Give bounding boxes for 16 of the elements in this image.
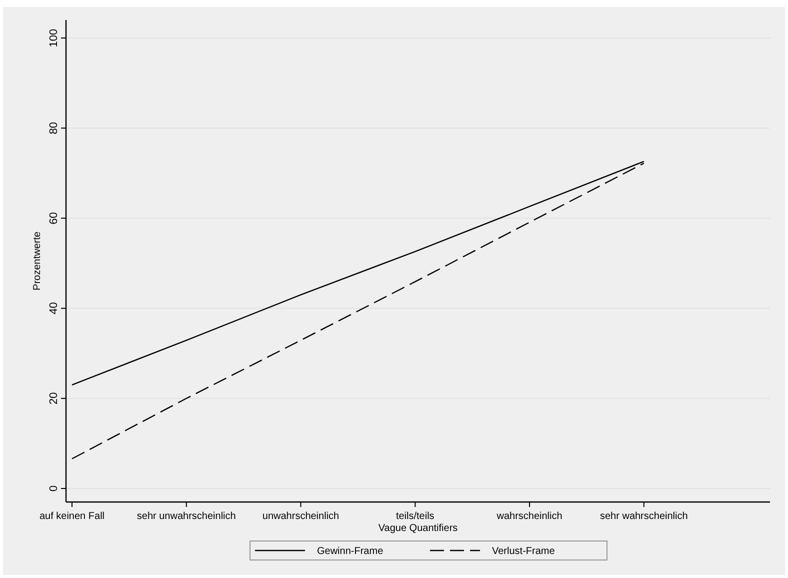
y-tick-label: 40 xyxy=(48,302,60,314)
legend-label: Gewinn-Frame xyxy=(317,546,384,557)
x-axis-title: Vague Quantifiers xyxy=(378,523,458,534)
x-tick-label: sehr wahrscheinlich xyxy=(600,511,688,522)
x-tick-label: wahrscheinlich xyxy=(496,511,562,522)
y-tick-label: 80 xyxy=(48,122,60,134)
x-tick-label: sehr unwahrscheinlich xyxy=(136,511,236,522)
x-tick-label: unwahrscheinlich xyxy=(262,511,340,522)
y-tick-label: 0 xyxy=(48,485,60,492)
y-tick-label: 20 xyxy=(48,392,60,405)
y-tick-label: 60 xyxy=(48,212,60,224)
y-tick-label: 100 xyxy=(48,28,60,48)
x-tick-label: auf keinen Fall xyxy=(39,511,105,522)
y-axis-title: Prozentwerte xyxy=(32,231,43,290)
legend-label: Verlust-Frame xyxy=(492,546,556,557)
x-tick-label: teils/teils xyxy=(396,511,434,522)
